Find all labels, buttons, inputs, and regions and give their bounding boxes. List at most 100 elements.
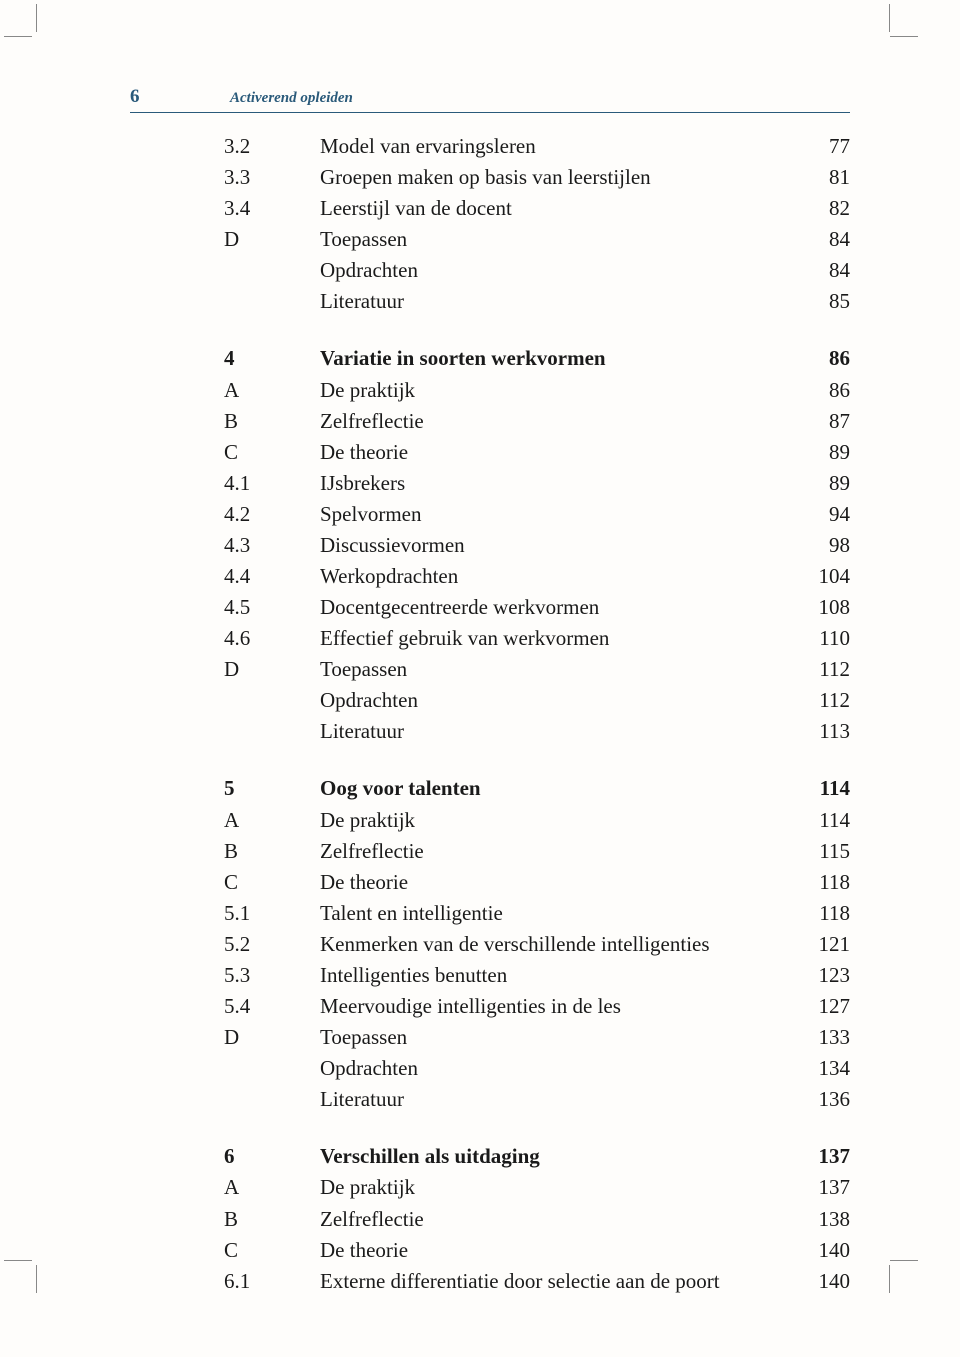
toc-entry-number: A [224,805,320,836]
toc-entry-title: Literatuur [320,286,790,317]
toc-entry-page: 89 [790,437,850,468]
toc-entry-number: 5 [224,773,320,804]
toc-row: Opdrachten134 [224,1053,850,1084]
toc-entry-number: 4.3 [224,530,320,561]
toc-entry-title: Opdrachten [320,255,790,286]
toc-block: 5Oog voor talenten114ADe praktijk114BZel… [224,773,850,1115]
page: 6 Activerend opleiden 3.2Model van ervar… [0,0,960,1357]
crop-mark [36,4,37,32]
toc-entry-number: 4.2 [224,499,320,530]
toc-entry-title: Model van ervaringsleren [320,131,790,162]
toc-entry-page: 137 [790,1172,850,1203]
toc-entry-number: A [224,1172,320,1203]
toc-entry-title: Literatuur [320,716,790,747]
toc-row: ADe praktijk114 [224,805,850,836]
toc-entry-page: 118 [790,867,850,898]
toc-entry-page: 115 [790,836,850,867]
toc-entry-page: 137 [790,1141,850,1172]
toc-row: Opdrachten84 [224,255,850,286]
toc-entry-page: 89 [790,468,850,499]
toc-entry-page: 133 [790,1022,850,1053]
toc-entry-number: B [224,836,320,867]
toc-entry-page: 114 [790,773,850,804]
toc-entry-page: 112 [790,654,850,685]
toc-entry-title: De theorie [320,437,790,468]
toc-entry-title: Toepassen [320,1022,790,1053]
toc-entry-page: 94 [790,499,850,530]
toc-entry-title: Zelfreflectie [320,836,790,867]
toc-entry-number: C [224,867,320,898]
toc-entry-number: 4.1 [224,468,320,499]
toc-entry-title: IJsbrekers [320,468,790,499]
crop-mark [4,36,32,37]
toc-entry-page: 112 [790,685,850,716]
toc-entry-page: 134 [790,1053,850,1084]
toc-entry-number: 6.1 [224,1266,320,1297]
toc-entry-page: 121 [790,929,850,960]
toc-block: 6Verschillen als uitdaging137ADe praktij… [224,1141,850,1296]
toc-entry-title: Intelligenties benutten [320,960,790,991]
toc-row: ADe praktijk86 [224,375,850,406]
toc-entry-title: Opdrachten [320,685,790,716]
toc-row: 5Oog voor talenten114 [224,773,850,804]
toc-entry-number: C [224,1235,320,1266]
toc-entry-page: 140 [790,1235,850,1266]
toc-entry-title: Docentgecentreerde werkvormen [320,592,790,623]
toc-entry-page: 136 [790,1084,850,1115]
toc-row: CDe theorie118 [224,867,850,898]
toc-entry-title: De praktijk [320,375,790,406]
toc-row: 3.4Leerstijl van de docent82 [224,193,850,224]
toc-entry-title: Zelfreflectie [320,1204,790,1235]
crop-mark [890,36,918,37]
crop-mark [4,1260,32,1261]
toc-entry-title: Verschillen als uitdaging [320,1141,790,1172]
toc-entry-title: Talent en intelligentie [320,898,790,929]
toc-entry-number: 5.4 [224,991,320,1022]
crop-mark [889,4,890,32]
toc-row: 4Variatie in soorten werkvormen86 [224,343,850,374]
toc-entry-number: D [224,1022,320,1053]
crop-mark [890,1260,918,1261]
running-head-title: Activerend opleiden [230,90,353,107]
toc-entry-number: A [224,375,320,406]
toc-row: Literatuur85 [224,286,850,317]
toc-entry-number: B [224,1204,320,1235]
toc-entry-page: 104 [790,561,850,592]
toc-row: CDe theorie140 [224,1235,850,1266]
toc-entry-number: 4.6 [224,623,320,654]
toc-entry-title: Groepen maken op basis van leerstijlen [320,162,790,193]
toc-row: BZelfreflectie87 [224,406,850,437]
toc-block: 4Variatie in soorten werkvormen86ADe pra… [224,343,850,747]
page-number: 6 [130,86,230,108]
toc-row: 4.1IJsbrekers89 [224,468,850,499]
toc-entry-number: 4 [224,343,320,374]
toc-entry-page: 114 [790,805,850,836]
toc-entry-page: 110 [790,623,850,654]
toc-row: 5.3Intelligenties benutten123 [224,960,850,991]
toc-entry-title: Toepassen [320,224,790,255]
toc-entry-title: De theorie [320,867,790,898]
toc-entry-title: Oog voor talenten [320,773,790,804]
toc-entry-number: 3.3 [224,162,320,193]
toc-row: BZelfreflectie138 [224,1204,850,1235]
toc-entry-title: Werkopdrachten [320,561,790,592]
toc-row: 4.6Effectief gebruik van werkvormen110 [224,623,850,654]
toc-entry-number: B [224,406,320,437]
crop-mark [889,1265,890,1293]
toc-entry-number: 5.1 [224,898,320,929]
toc-entry-title: Zelfreflectie [320,406,790,437]
content-area: 6 Activerend opleiden 3.2Model van ervar… [130,86,850,1297]
toc-row: 4.3Discussievormen98 [224,530,850,561]
toc-row: 6Verschillen als uitdaging137 [224,1141,850,1172]
toc-entry-page: 113 [790,716,850,747]
toc-row: Opdrachten112 [224,685,850,716]
toc-entry-page: 138 [790,1204,850,1235]
toc-entry-title: Leerstijl van de docent [320,193,790,224]
toc-row: 3.2Model van ervaringsleren77 [224,131,850,162]
toc-entry-page: 86 [790,375,850,406]
toc-entry-page: 118 [790,898,850,929]
toc-row: DToepassen84 [224,224,850,255]
toc-entry-page: 98 [790,530,850,561]
toc-entry-title: Spelvormen [320,499,790,530]
toc-row: CDe theorie89 [224,437,850,468]
